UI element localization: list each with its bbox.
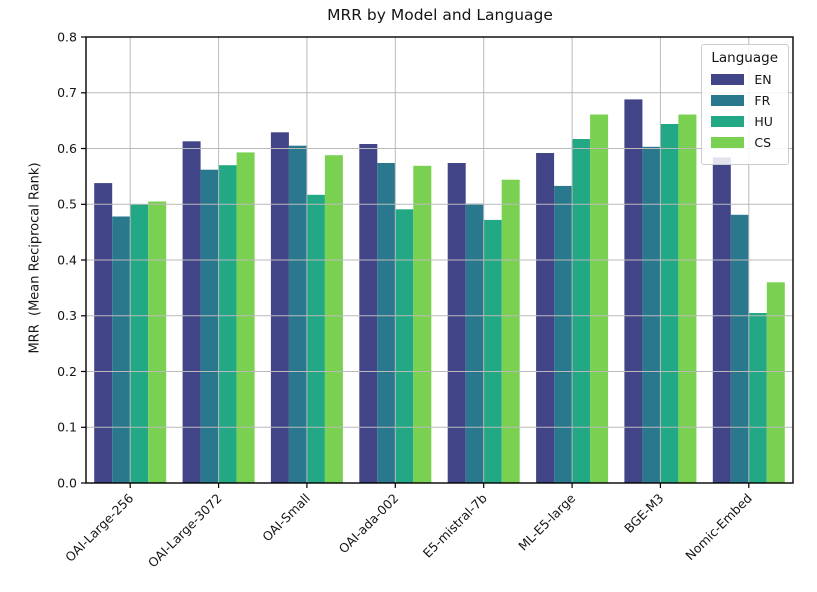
legend-item-en: EN bbox=[711, 72, 778, 87]
bar-OAI-ada-002-HU bbox=[395, 209, 414, 484]
legend-item-label: EN bbox=[754, 72, 772, 87]
legend-item-label: CS bbox=[754, 135, 772, 150]
legend-swatch-en-icon bbox=[711, 74, 745, 85]
legend: Language EN FR HU CS bbox=[701, 44, 789, 165]
bar-E5-mistral-7b-FR bbox=[465, 203, 484, 483]
legend-item-hu: HU bbox=[711, 114, 778, 129]
bar-E5-mistral-7b-HU bbox=[483, 219, 502, 483]
x-tick-label: OAI-Large-256 bbox=[62, 490, 136, 564]
y-axis-label: MRR (Mean Reciprocal Rank) bbox=[27, 162, 43, 354]
legend-swatch-cs-icon bbox=[711, 137, 745, 148]
y-tick-label: 0.2 bbox=[57, 364, 77, 379]
y-tick-label: 0.5 bbox=[57, 197, 77, 212]
bar-OAI-ada-002-FR bbox=[377, 163, 396, 483]
series-HU bbox=[130, 124, 767, 484]
bar-OAI-Small-HU bbox=[306, 194, 325, 484]
bar-BGE-M3-HU bbox=[660, 124, 679, 483]
bar-OAI-ada-002-EN bbox=[359, 144, 378, 483]
legend-swatch-fr-icon bbox=[711, 95, 745, 106]
gridlines bbox=[86, 36, 793, 484]
x-tick-label: OAI-Small bbox=[259, 491, 313, 545]
bar-OAI-Small-EN bbox=[270, 132, 289, 484]
x-tick-label: E5-mistral-7b bbox=[420, 490, 490, 560]
legend-swatch-hu-icon bbox=[711, 116, 745, 127]
series-EN bbox=[94, 99, 731, 484]
chart-title: MRR by Model and Language bbox=[327, 6, 553, 24]
bar-OAI-Large-3072-EN bbox=[182, 141, 201, 484]
bar-BGE-M3-FR bbox=[642, 146, 661, 484]
y-tick-label: 0.7 bbox=[57, 85, 77, 100]
bar-OAI-Large-3072-FR bbox=[200, 169, 219, 483]
series-CS bbox=[148, 114, 785, 484]
y-tick-label: 0.1 bbox=[57, 420, 77, 435]
bar-BGE-M3-CS bbox=[678, 114, 697, 483]
bar-ML-E5-large-EN bbox=[536, 153, 555, 483]
bar-OAI-Large-3072-CS bbox=[236, 152, 255, 483]
y-tick-label: 0.4 bbox=[57, 252, 77, 267]
x-tick-label: OAI-Large-3072 bbox=[145, 491, 225, 571]
bar-OAI-Large-256-CS bbox=[148, 201, 167, 483]
bar-ML-E5-large-CS bbox=[590, 114, 609, 483]
bar-OAI-Small-CS bbox=[324, 155, 343, 483]
bar-ML-E5-large-FR bbox=[554, 185, 573, 483]
bar-BGE-M3-EN bbox=[624, 99, 643, 484]
x-tick-label: BGE-M3 bbox=[621, 491, 666, 536]
bar-OAI-ada-002-CS bbox=[413, 165, 432, 484]
bar-OAI-Large-3072-HU bbox=[218, 165, 237, 483]
bar-OAI-Large-256-EN bbox=[94, 183, 113, 483]
y-tick-label: 0.8 bbox=[57, 29, 77, 44]
x-tick-label: ML-E5-large bbox=[515, 490, 578, 553]
legend-item-fr: FR bbox=[711, 93, 778, 108]
bar-Nomic-Embed-HU bbox=[748, 313, 767, 483]
bar-OAI-Large-256-HU bbox=[130, 204, 149, 484]
x-tick-label: OAI-ada-002 bbox=[336, 491, 402, 557]
x-tick-label: Nomic-Embed bbox=[682, 491, 755, 564]
series-FR bbox=[112, 145, 749, 484]
bar-E5-mistral-7b-EN bbox=[447, 163, 466, 483]
bar-OAI-Large-256-FR bbox=[112, 216, 131, 483]
y-tick-label: 0.6 bbox=[57, 141, 77, 156]
bar-ML-E5-large-HU bbox=[572, 139, 591, 483]
bar-E5-mistral-7b-CS bbox=[501, 179, 520, 483]
bar-Nomic-Embed-CS bbox=[766, 282, 785, 483]
legend-item-cs: CS bbox=[711, 135, 778, 150]
y-ticks bbox=[81, 36, 86, 484]
bar-Nomic-Embed-FR bbox=[730, 214, 749, 484]
legend-item-label: FR bbox=[754, 93, 771, 108]
legend-item-label: HU bbox=[754, 114, 773, 129]
legend-title: Language bbox=[711, 50, 778, 66]
bar-OAI-Small-FR bbox=[288, 145, 307, 483]
bar-Nomic-Embed-EN bbox=[712, 157, 731, 483]
y-tick-label: 0.3 bbox=[57, 308, 77, 323]
y-tick-label: 0.0 bbox=[57, 475, 77, 490]
x-ticks bbox=[129, 483, 750, 488]
